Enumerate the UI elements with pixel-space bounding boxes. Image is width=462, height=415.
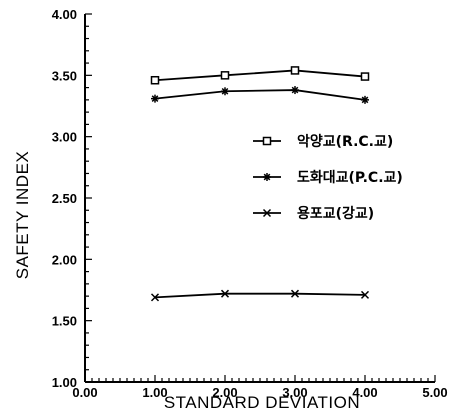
star-marker: [291, 86, 299, 95]
series-layer: [150, 66, 370, 302]
square-marker: [360, 72, 370, 81]
star-marker-stroke: [361, 96, 369, 104]
star-marker: [263, 173, 271, 181]
square-marker: [220, 71, 230, 80]
star-marker-stroke: [151, 95, 159, 102]
series-2: [151, 86, 369, 104]
y-tick-label: 3.00: [52, 130, 77, 145]
x-marker-stroke: [262, 208, 272, 218]
star-marker-stroke: [291, 86, 299, 94]
x-marker: [262, 208, 272, 218]
legend-entry: 도화대교(P.C.교): [253, 170, 403, 186]
x-marker-stroke: [290, 289, 300, 298]
y-tick-label: 4.00: [52, 7, 77, 22]
star-marker-stroke: [263, 173, 271, 181]
square-marker: [262, 136, 272, 146]
legend-label: 도화대교(P.C.교): [297, 170, 403, 186]
x-marker: [220, 289, 230, 298]
x-marker-stroke: [150, 293, 160, 302]
y-axis-title: SAFETY INDEX: [13, 151, 32, 280]
x-tick-label: 2.00: [212, 385, 237, 400]
x-marker-stroke: [220, 289, 230, 298]
y-tick-label: 2.50: [52, 191, 77, 206]
series-line: [154, 292, 366, 299]
x-axis-title: STANDARD DEVIATION: [164, 393, 360, 412]
star-marker: [361, 95, 369, 104]
y-tick-label: 1.50: [52, 314, 77, 329]
legend-label: 용포교(강교): [297, 205, 374, 222]
legend-entry: 용포교(강교): [253, 205, 374, 222]
x-marker: [290, 289, 300, 298]
series-3: [150, 289, 370, 302]
square-marker: [150, 75, 160, 85]
x-marker-stroke: [360, 290, 370, 299]
star-marker: [221, 87, 229, 96]
x-tick-label: 3.00: [282, 385, 307, 400]
x-marker: [150, 293, 160, 302]
y-tick-label: 3.50: [52, 68, 77, 83]
series-1: [150, 66, 370, 85]
y-tick-label: 1.00: [52, 375, 77, 390]
x-marker: [360, 290, 370, 299]
star-marker: [151, 94, 159, 103]
series-line: [154, 69, 366, 82]
x-tick-label: 0.00: [72, 385, 97, 400]
axes: [84, 14, 435, 383]
series-line: [154, 89, 366, 101]
star-marker-stroke: [221, 87, 229, 95]
x-tick-label: 4.00: [352, 385, 377, 400]
x-tick-label: 1.00: [142, 385, 167, 400]
legend: 악양교(R.C.교) 도화대교(P.C.교) 용포교(강교): [253, 133, 403, 222]
y-tick-label: 2.00: [52, 252, 77, 267]
legend-label: 악양교(R.C.교): [297, 133, 393, 150]
legend-entry: 악양교(R.C.교): [253, 133, 393, 150]
x-tick-label: 5.00: [422, 385, 447, 400]
square-marker: [290, 66, 300, 75]
ticks: 1.001.502.002.503.003.504.000.00 1.00 2.00…: [52, 7, 448, 400]
